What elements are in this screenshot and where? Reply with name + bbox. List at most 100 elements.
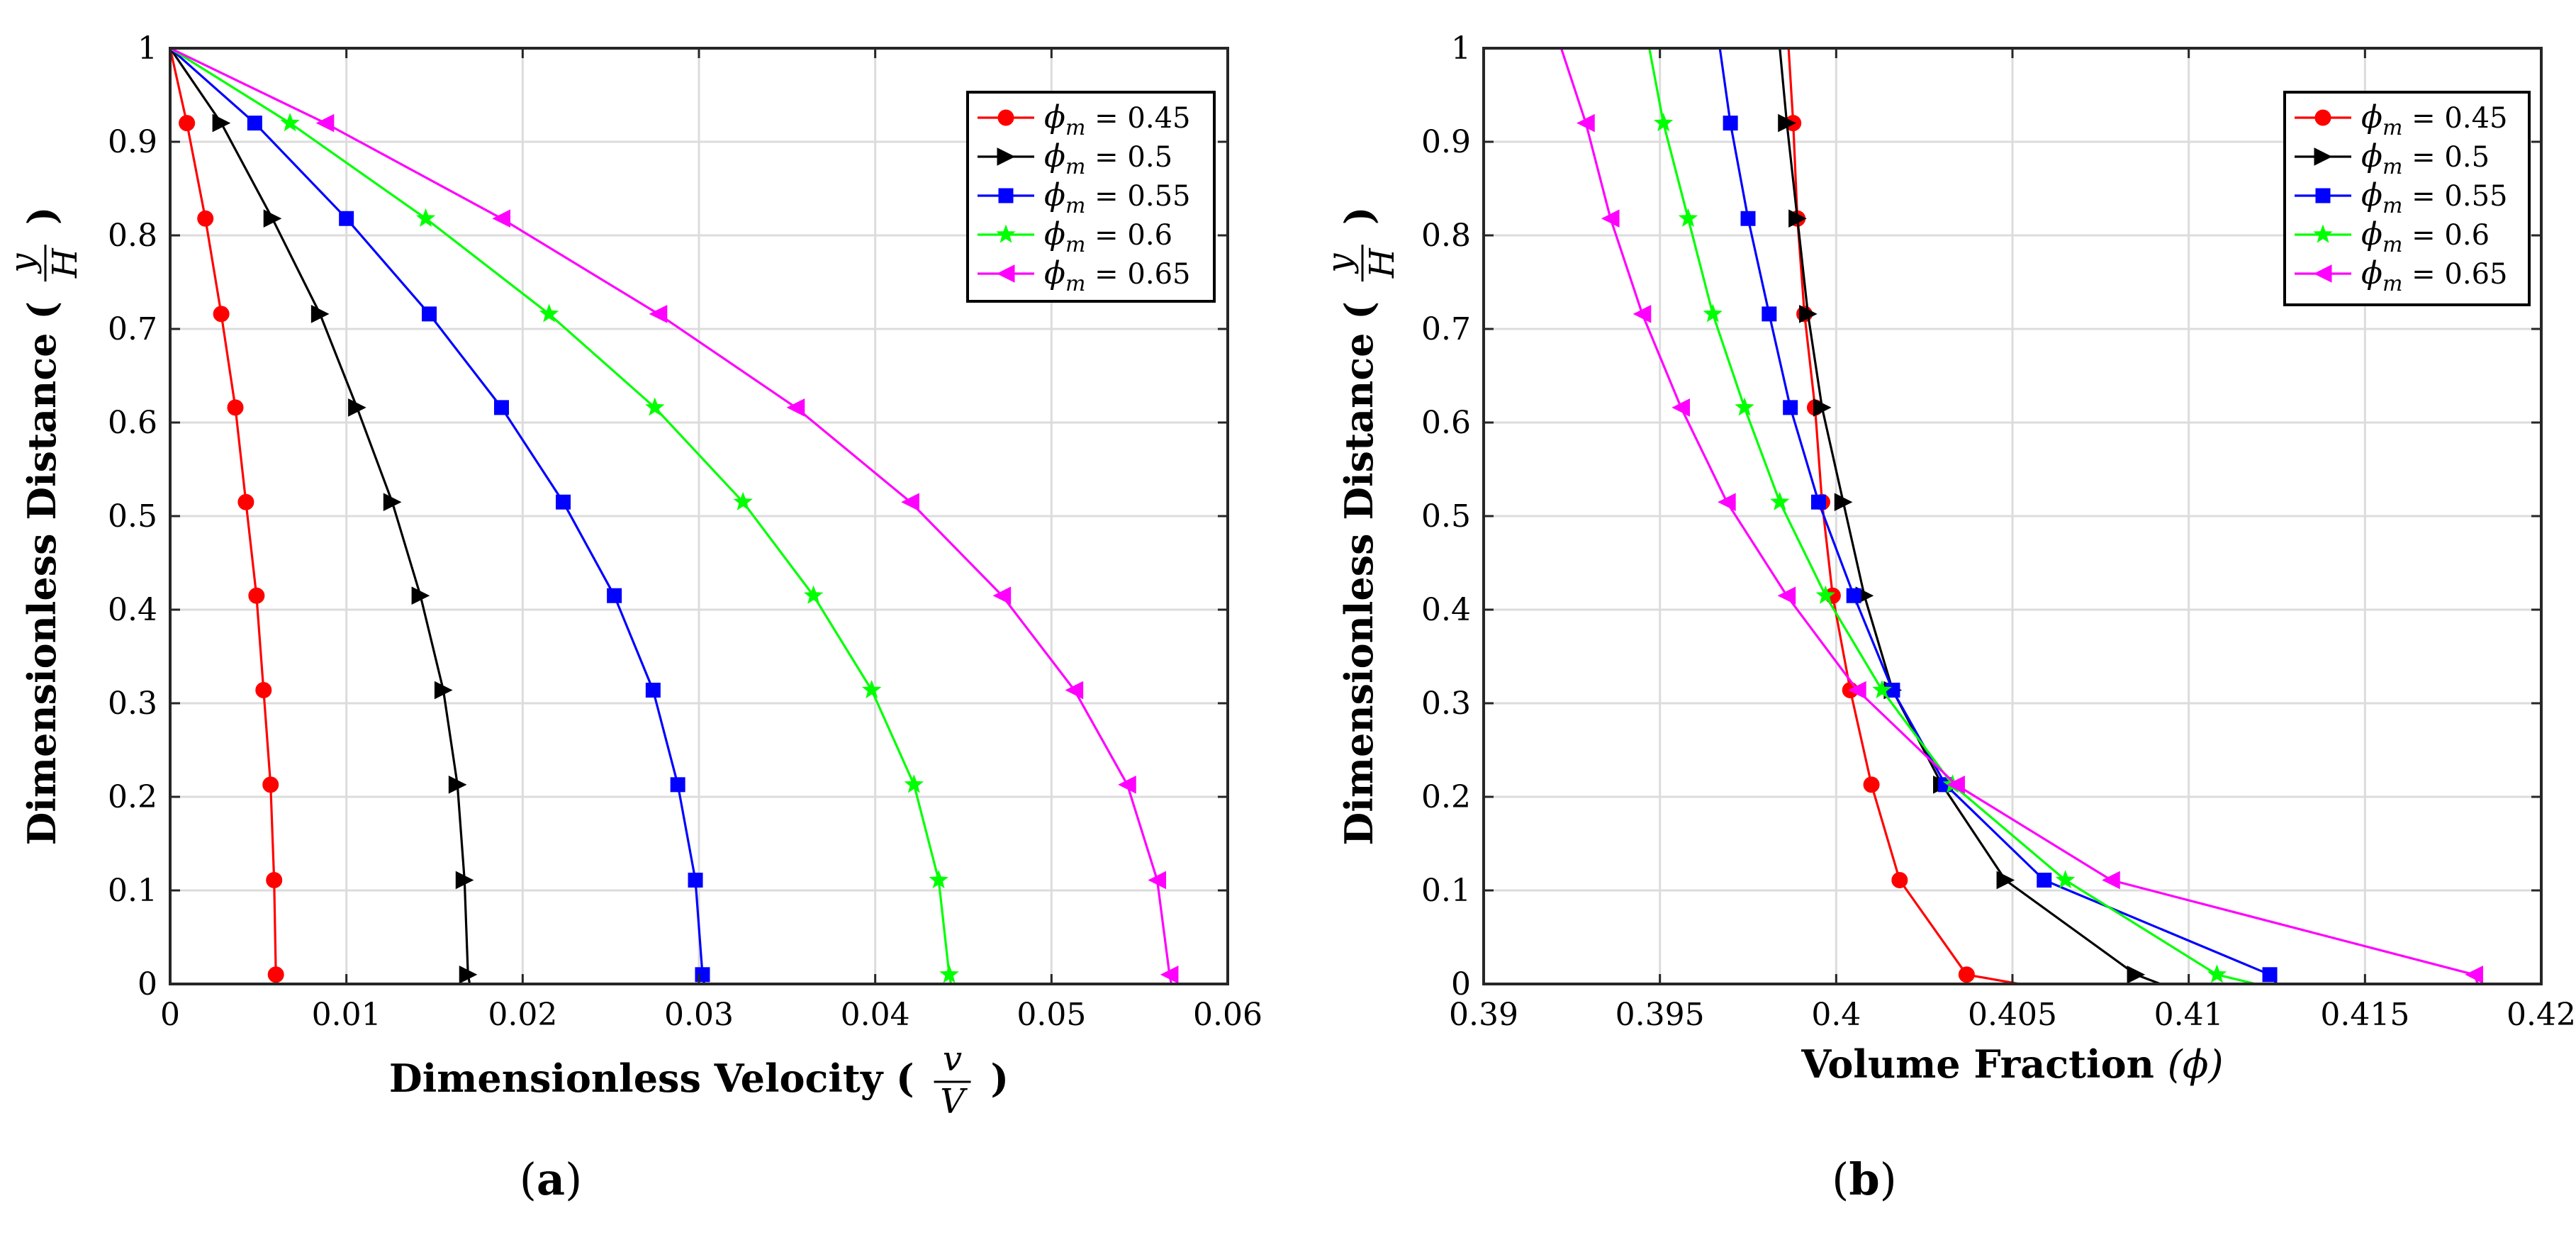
- y-tick-label: 0.9: [108, 124, 157, 160]
- y-axis-label-denominator: H: [45, 247, 85, 279]
- series-point-0.55: [493, 400, 509, 415]
- legend-label: ϕm = 0.65: [2361, 255, 2507, 296]
- series-point-0.6: [1703, 303, 1723, 323]
- x-tick-label: 0.03: [664, 997, 734, 1033]
- legend-label: ϕm = 0.55: [2361, 177, 2507, 218]
- legend-item-0.45: ϕm = 0.45: [978, 99, 1190, 140]
- y-tick-label: 0.3: [108, 686, 157, 722]
- series-point-0.65: [1718, 493, 1736, 512]
- x-tick-label: 0: [160, 997, 180, 1033]
- series-point-0.65: [1947, 776, 1965, 794]
- series-line-0.6: [169, 47, 953, 985]
- series-point-0.5: [1799, 305, 1818, 323]
- series-point-0.65: [2465, 965, 2484, 984]
- x-axis-label-numerator: v: [943, 1039, 962, 1079]
- series-point-0.5: [1778, 113, 1796, 133]
- x-tick-label: 0.41: [2154, 997, 2224, 1033]
- y-tick-label: 0.4: [1421, 592, 1471, 628]
- legend-item-0.65: ϕm = 0.65: [2295, 255, 2507, 296]
- series-point-0.65: [786, 398, 805, 417]
- series-line-0.5: [169, 47, 471, 985]
- x-tick-label: 0.05: [1017, 997, 1086, 1033]
- series-point-0.55: [1762, 306, 1777, 322]
- legend-item-0.6: ϕm = 0.6: [978, 216, 1172, 257]
- legend-label: ϕm = 0.55: [1044, 177, 1190, 218]
- series-point-0.45: [179, 115, 196, 132]
- y-axis-label: Dimensionless Distance ( )y H: [1320, 207, 1402, 846]
- series-point-0.45: [255, 682, 272, 699]
- legend-item-0.5: ϕm = 0.5: [2295, 138, 2490, 179]
- series-point-0.5: [448, 776, 467, 794]
- legend-marker: [996, 264, 1015, 283]
- x-axis-label-denominator: V: [940, 1082, 968, 1122]
- x-tick-label: 0.01: [312, 997, 381, 1033]
- series-point-0.65: [1065, 681, 1084, 700]
- legend-label: ϕm = 0.5: [1044, 138, 1172, 179]
- series-point-0.65: [649, 305, 668, 323]
- legend-label: ϕm = 0.65: [1044, 255, 1190, 296]
- series-point-0.55: [339, 211, 354, 226]
- y-tick-label: 0: [1451, 966, 1471, 1002]
- panel-a-label: (a): [520, 1153, 583, 1205]
- series-point-0.55: [556, 494, 571, 510]
- y-axis-label-numerator: y: [3, 253, 43, 274]
- series-point-0.6: [1815, 585, 1836, 604]
- legend-item-0.55: ϕm = 0.55: [978, 177, 1190, 218]
- y-tick-label: 1: [1451, 30, 1471, 67]
- y-tick-label: 0.1: [1421, 873, 1471, 909]
- legend-marker: [2313, 264, 2332, 283]
- series-point-0.45: [227, 399, 244, 416]
- series-point-0.55: [688, 872, 703, 888]
- series-point-0.6: [939, 964, 959, 983]
- series-point-0.6: [2207, 964, 2227, 983]
- y-tick-label: 1: [138, 30, 157, 67]
- series-point-0.65: [2102, 871, 2120, 890]
- y-tick-label: 0: [138, 966, 157, 1002]
- series-line-0.6: [1648, 47, 2256, 985]
- series-point-0.6: [415, 208, 436, 227]
- legend-label: ϕm = 0.45: [1044, 99, 1190, 140]
- series-line-0.55: [169, 47, 706, 985]
- series-point-0.45: [266, 871, 283, 888]
- series-point-0.5: [2127, 965, 2146, 984]
- series-point-0.6: [1872, 680, 1892, 699]
- series-point-0.45: [248, 587, 265, 604]
- legend-marker: [997, 109, 1014, 126]
- series-point-0.5: [411, 586, 430, 605]
- series-point-0.55: [1740, 211, 1756, 226]
- series-point-0.5: [434, 681, 453, 700]
- series-point-0.55: [1846, 588, 1861, 603]
- series-point-0.5: [455, 871, 474, 890]
- legend-marker: [998, 188, 1014, 203]
- series-point-0.6: [733, 491, 753, 510]
- series-point-0.6: [929, 870, 948, 889]
- series-point-0.65: [1777, 586, 1796, 605]
- series-point-0.65: [992, 586, 1012, 605]
- series-point-0.55: [422, 306, 437, 322]
- legend-label: ϕm = 0.5: [2361, 138, 2490, 179]
- series-point-0.5: [1996, 871, 2015, 890]
- series-point-0.5: [1834, 493, 1853, 512]
- series-point-0.45: [213, 306, 230, 323]
- legend-item-0.6: ϕm = 0.6: [2295, 216, 2490, 257]
- x-tick-label: 0.405: [1968, 997, 2057, 1033]
- series-point-0.55: [607, 588, 622, 603]
- series-point-0.6: [539, 303, 559, 323]
- series-point-0.55: [645, 683, 661, 698]
- series-point-0.5: [263, 209, 282, 228]
- series-point-0.65: [1118, 776, 1136, 794]
- legend-marker: [2315, 188, 2331, 203]
- series-point-0.45: [262, 776, 279, 793]
- series-point-0.6: [1653, 113, 1674, 132]
- series-line-0.55: [1718, 47, 2278, 985]
- series-point-0.6: [861, 680, 882, 699]
- series-line-0.45: [169, 47, 279, 985]
- series-point-0.5: [310, 305, 330, 323]
- series-point-0.55: [1810, 494, 1826, 510]
- panel-b-label: (b): [1832, 1153, 1897, 1205]
- x-tick-label: 0.395: [1615, 997, 1705, 1033]
- x-axis-label-text: Dimensionless Velocity ( ): [389, 1056, 1009, 1101]
- y-axis-label-text: Dimensionless Distance ( ): [1336, 207, 1382, 846]
- series-point-0.55: [2262, 967, 2278, 983]
